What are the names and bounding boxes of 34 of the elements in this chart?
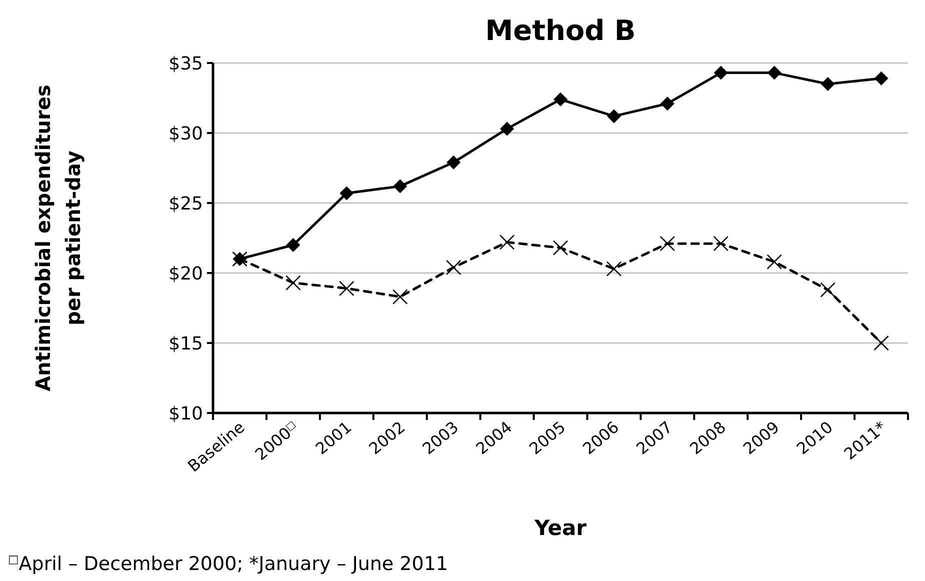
point xyxy=(660,96,674,111)
point xyxy=(339,280,354,296)
point xyxy=(874,335,889,351)
point xyxy=(606,261,622,276)
point xyxy=(286,275,301,290)
x-axis-title: Year xyxy=(533,516,588,540)
y-tick-label: $15 xyxy=(168,333,203,354)
point xyxy=(500,122,514,136)
y-axis-title: Antimicrobial expenditures per patient-day xyxy=(31,84,85,392)
point xyxy=(606,109,621,124)
point xyxy=(874,71,888,86)
y-tick-label: $20 xyxy=(168,263,203,284)
point xyxy=(340,186,354,200)
point xyxy=(286,238,300,252)
point xyxy=(446,155,461,170)
text: $^{□}$April – December 2000; *January – June 2011 xyxy=(8,552,448,575)
point xyxy=(552,240,568,256)
point xyxy=(499,234,515,250)
point xyxy=(714,66,728,80)
point xyxy=(767,66,782,80)
point xyxy=(820,77,835,91)
y-tick-label: $25 xyxy=(168,193,203,214)
point xyxy=(393,179,408,194)
chart-title: Method B xyxy=(485,14,636,47)
point xyxy=(766,254,782,270)
point xyxy=(713,236,729,252)
y-tick-label: $30 xyxy=(168,123,203,144)
y-tick-label: $35 xyxy=(168,53,203,74)
point xyxy=(392,289,408,304)
point xyxy=(660,236,676,252)
point xyxy=(820,282,836,298)
y-tick-label: $10 xyxy=(168,403,203,424)
point xyxy=(446,260,462,276)
point xyxy=(554,92,568,106)
